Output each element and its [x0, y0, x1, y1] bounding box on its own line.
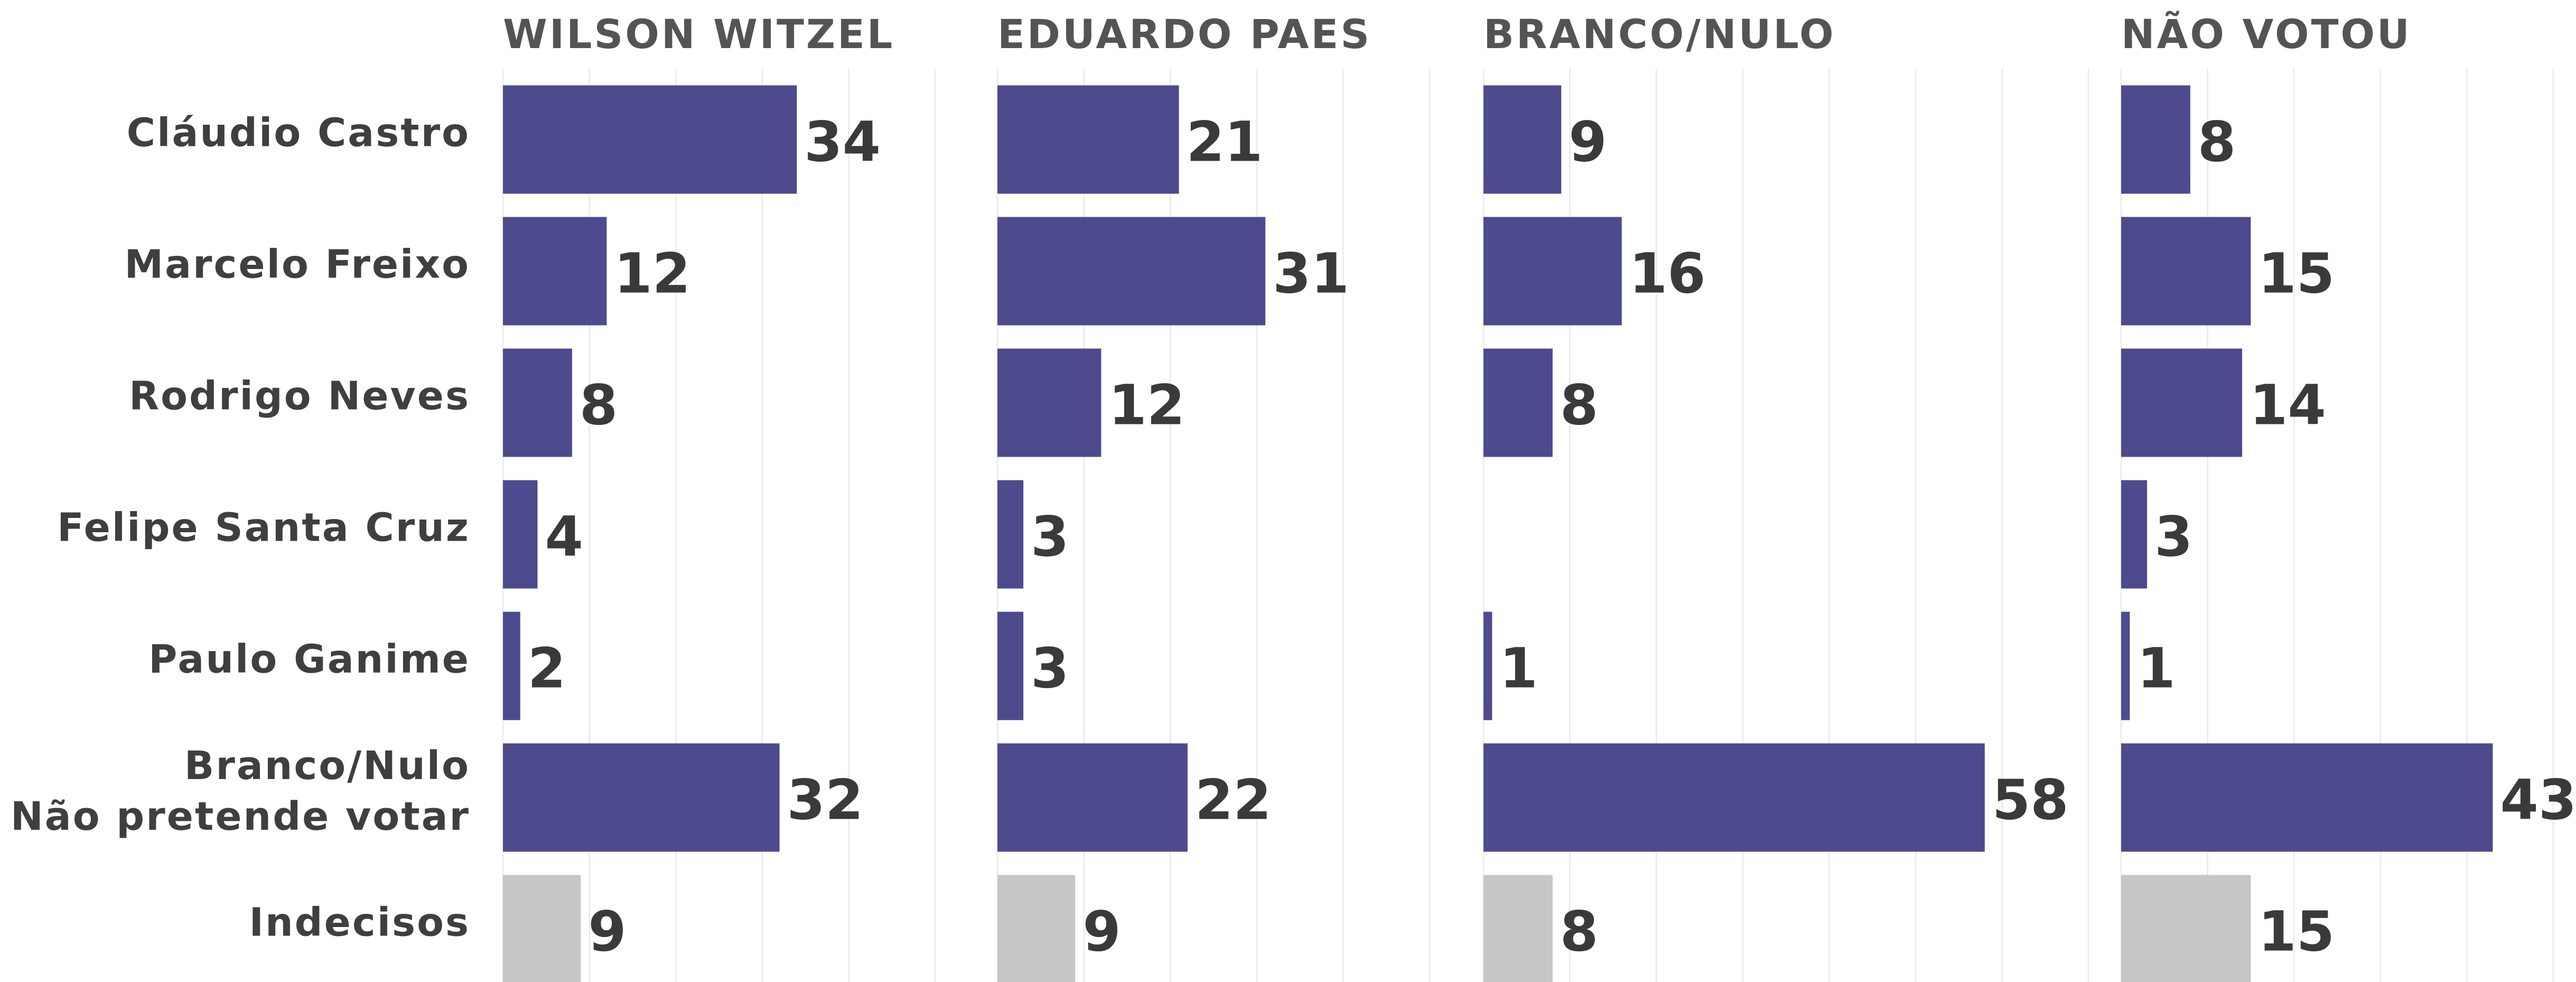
value-label: 14 [2250, 373, 2326, 437]
bar [2121, 612, 2130, 720]
bar [503, 480, 538, 589]
category-label: Cláudio Castro [127, 110, 470, 156]
value-label: 3 [1031, 636, 1069, 700]
bar [503, 612, 520, 720]
bar [2121, 743, 2493, 852]
value-label: 58 [1992, 767, 2069, 832]
value-label: 34 [804, 109, 881, 174]
value-label: 3 [1031, 504, 1069, 569]
value-label: 31 [1273, 241, 1349, 305]
bar [1483, 217, 1622, 326]
value-label: 1 [2137, 636, 2175, 700]
bar [2121, 85, 2190, 194]
panel-title: WILSON WITZEL [503, 11, 894, 58]
value-label: 4 [545, 504, 583, 569]
bar [1483, 875, 1553, 982]
category-label: Branco/Nulo Não pretende votar [11, 743, 470, 839]
bar [997, 85, 1179, 194]
bar [2121, 217, 2251, 326]
value-label: 8 [1560, 899, 1598, 964]
value-label: 12 [1108, 373, 1185, 437]
value-label: 43 [2500, 767, 2576, 832]
value-label: 12 [614, 241, 690, 305]
bar [1483, 612, 1492, 720]
value-label: 9 [1569, 109, 1607, 174]
value-label: 16 [1629, 241, 1706, 305]
value-label: 3 [2154, 504, 2192, 569]
bar [997, 875, 1076, 982]
value-label: 15 [2258, 241, 2335, 305]
bar [503, 217, 607, 326]
category-label: Indecisos [249, 900, 470, 946]
bar [1483, 348, 1553, 457]
value-label: 22 [1195, 767, 1272, 832]
bar [503, 875, 581, 982]
category-label: Felipe Santa Cruz [57, 505, 470, 551]
panel-title: EDUARDO PAES [997, 11, 1371, 58]
bar [997, 480, 1024, 589]
value-label: 15 [2258, 899, 2335, 964]
bar [503, 743, 780, 852]
value-label: 8 [2198, 109, 2236, 174]
category-label: Rodrigo Neves [129, 374, 470, 419]
value-label: 21 [1187, 109, 1263, 174]
value-label: 32 [787, 767, 864, 832]
bar [1483, 743, 1985, 852]
bar [997, 217, 1266, 326]
panel-title: NÃO VOTOU [2121, 11, 2412, 58]
bar [2121, 348, 2243, 457]
bar [503, 85, 797, 194]
value-label: 8 [1560, 373, 1598, 437]
value-label: 9 [588, 899, 626, 964]
bar [503, 348, 572, 457]
bar [997, 612, 1024, 720]
category-label: Paulo Ganime [148, 637, 470, 682]
category-label: Marcelo Freixo [124, 242, 470, 288]
bar [2121, 875, 2251, 982]
value-label: 9 [1082, 899, 1121, 964]
value-label: 2 [528, 636, 566, 700]
panel-title: BRANCO/NULO [1483, 11, 1836, 58]
bar [2121, 480, 2148, 589]
value-label: 1 [1499, 636, 1537, 700]
value-label: 8 [580, 373, 618, 437]
bar [997, 348, 1102, 457]
bar [997, 743, 1188, 852]
bar [1483, 85, 1562, 194]
